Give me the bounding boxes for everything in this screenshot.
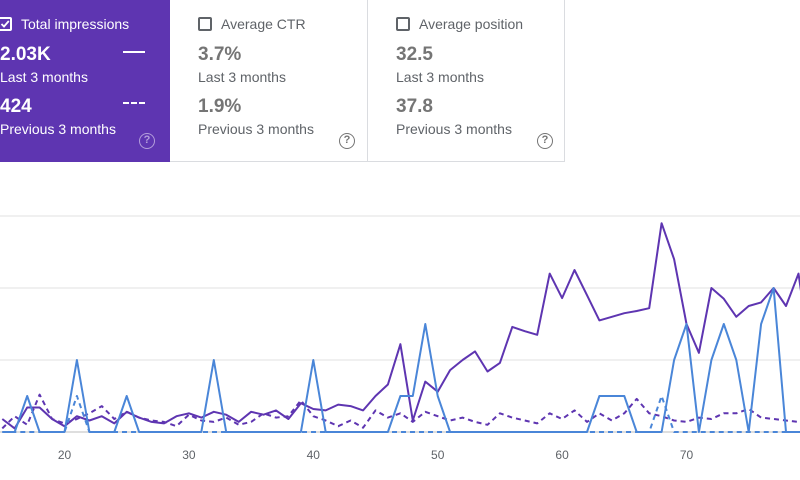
x-tick-label: 30	[182, 448, 196, 462]
card-title: Total impressions	[21, 16, 130, 32]
current-value: 32.5	[396, 44, 433, 65]
checkbox-checked[interactable]	[0, 17, 12, 31]
previous-label: Previous 3 months	[198, 121, 314, 137]
card-header[interactable]: Total impressions	[0, 16, 129, 32]
current-stat: 32.5 Last 3 months	[396, 44, 484, 86]
help-icon[interactable]: ?	[537, 133, 553, 149]
card-title: Average position	[419, 16, 524, 32]
checkbox-unchecked[interactable]	[396, 17, 410, 31]
current-value: 2.03K	[0, 44, 51, 65]
x-tick-label: 60	[555, 448, 569, 462]
current-stat: 3.7% Last 3 months	[198, 44, 286, 86]
x-tick-label: 20	[58, 448, 72, 462]
performance-chart: 20 30 40 50 60 70	[0, 215, 800, 462]
card-title: Average CTR	[221, 16, 306, 32]
checkbox-unchecked[interactable]	[198, 17, 212, 31]
previous-stat: 424 Previous 3 months	[0, 96, 116, 138]
x-tick-label: 40	[307, 448, 321, 462]
average-ctr-card[interactable]: Average CTR 3.7% Last 3 months 1.9% Prev…	[170, 0, 368, 162]
previous-label: Previous 3 months	[396, 121, 512, 137]
previous-value: 424	[0, 96, 32, 117]
metric-cards: Total impressions 2.03K Last 3 months 42…	[0, 0, 565, 163]
series-line-1	[1, 393, 800, 430]
previous-label: Previous 3 months	[0, 121, 116, 137]
current-label: Last 3 months	[396, 69, 484, 85]
series-line-3	[2, 395, 800, 433]
average-position-card[interactable]: Average position 32.5 Last 3 months 37.8…	[368, 0, 565, 162]
total-impressions-card[interactable]: Total impressions 2.03K Last 3 months 42…	[0, 0, 170, 162]
x-tick-label: 50	[431, 448, 445, 462]
solid-line-legend	[123, 51, 145, 53]
check-icon	[0, 20, 10, 28]
series-line-0	[1, 222, 800, 430]
current-label: Last 3 months	[198, 69, 286, 85]
card-header[interactable]: Average position	[396, 16, 523, 32]
previous-stat: 1.9% Previous 3 months	[198, 96, 314, 138]
current-stat: 2.03K Last 3 months	[0, 44, 88, 86]
dashed-line-legend	[123, 102, 145, 104]
previous-stat: 37.8 Previous 3 months	[396, 96, 512, 138]
card-header[interactable]: Average CTR	[198, 16, 306, 32]
help-icon[interactable]: ?	[139, 133, 155, 149]
x-tick-label: 70	[680, 448, 694, 462]
current-label: Last 3 months	[0, 69, 88, 85]
help-icon[interactable]: ?	[339, 133, 355, 149]
previous-value: 1.9%	[198, 96, 242, 117]
series-line-2	[2, 287, 800, 433]
current-value: 3.7%	[198, 44, 242, 65]
previous-value: 37.8	[396, 96, 433, 117]
